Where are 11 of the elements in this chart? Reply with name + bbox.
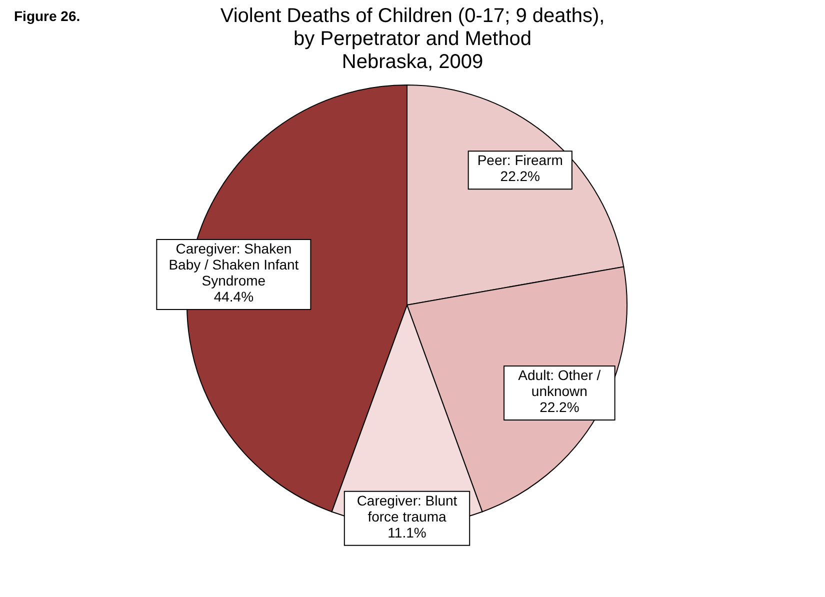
data-label: 11.1% <box>388 524 426 540</box>
chart-subtitle: Nebraska, 2009 <box>342 51 484 73</box>
data-label: 22.2% <box>500 168 540 184</box>
data-label: 22.2% <box>540 399 580 415</box>
chart-title: Violent Deaths of Children (0-17; 9 deaths), by Perpetrator and Method <box>220 5 605 50</box>
caption: Figure 26. <box>14 8 80 24</box>
data-label: 44.4% <box>214 288 254 304</box>
slice-label: Caregiver: Blunt force trauma <box>356 492 458 524</box>
slice-label: Adult: Other / unknown <box>518 367 601 399</box>
slice-label: Peer: Firearm <box>477 152 563 168</box>
slice-label: Caregiver: Shaken Baby / Shaken Infant Syndrome <box>168 240 299 288</box>
